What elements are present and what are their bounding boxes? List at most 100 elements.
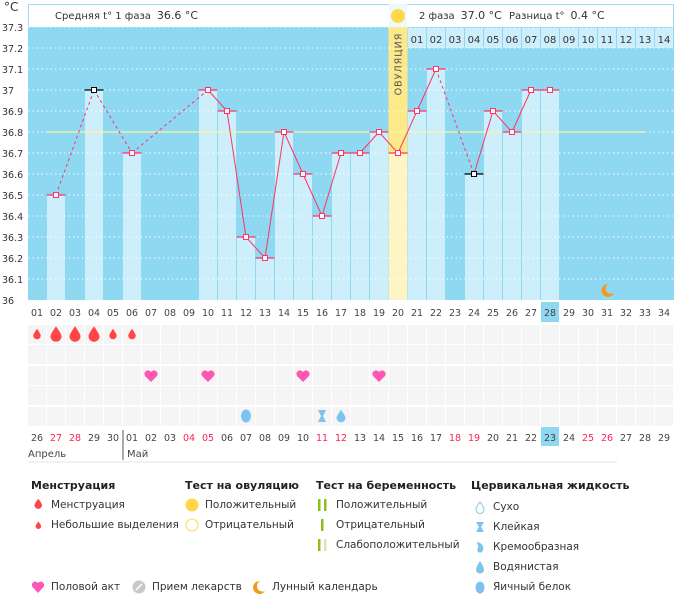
date-label: 10 xyxy=(297,433,309,444)
event-grid-cell xyxy=(484,407,502,426)
event-grid-cell xyxy=(332,325,350,344)
hourglass-icon xyxy=(473,520,487,534)
luteal-day-cell xyxy=(427,28,445,48)
legend-ovulation-test-title: Тест на овуляцию xyxy=(185,479,299,492)
temperature-line xyxy=(378,131,399,154)
event-grid-cell xyxy=(85,407,103,426)
event-grid-cell xyxy=(199,386,217,405)
cycle-day-label: 27 xyxy=(525,308,537,319)
legend-label: Положительный xyxy=(205,499,297,511)
temperature-point xyxy=(281,129,287,135)
legend-cervical-watery: Водянистая xyxy=(473,560,559,574)
y-tick-label: 36.4 xyxy=(2,212,23,223)
event-grid-cell xyxy=(294,386,312,405)
event-grid-cell xyxy=(522,345,540,364)
event-grid-cell xyxy=(104,386,122,405)
event-grid-cell xyxy=(484,366,502,385)
excluded-temperature-point xyxy=(471,171,477,177)
legend-label: Прием лекарств xyxy=(152,581,242,593)
temperature-point xyxy=(376,129,382,135)
event-grid-cell xyxy=(446,386,464,405)
event-grid-cell xyxy=(408,407,426,426)
luteal-day-cell xyxy=(655,28,673,48)
event-grid-cell xyxy=(484,386,502,405)
event-grid-cell xyxy=(636,386,654,405)
event-grid-cell xyxy=(275,366,293,385)
date-label: 19 xyxy=(468,433,480,444)
legend-label: Небольшие выделения xyxy=(51,519,179,531)
legend-label: Клейкая xyxy=(493,521,540,533)
date-label: 29 xyxy=(88,433,100,444)
event-grid-cell xyxy=(427,366,445,385)
event-grid-cell xyxy=(218,366,236,385)
event-grid-cell xyxy=(161,366,179,385)
event-grid-cell xyxy=(560,407,578,426)
luteal-day-label: 01 xyxy=(411,35,424,46)
y-tick-label: 36.9 xyxy=(2,107,23,118)
event-grid-cell xyxy=(579,407,597,426)
temperature-bar xyxy=(218,111,236,300)
event-grid-cell xyxy=(427,386,445,405)
legend-label: Отрицательный xyxy=(336,519,425,531)
watery-icon xyxy=(336,409,346,423)
event-grid-cell xyxy=(161,325,179,344)
cycle-day-label: 29 xyxy=(563,308,575,319)
heart-icon xyxy=(296,370,310,382)
temperature-difference: Разница t° 0.4 °C xyxy=(509,9,605,22)
date-label: 06 xyxy=(221,433,233,444)
cycle-day-label: 26 xyxy=(506,308,518,319)
cycle-day-label: 01 xyxy=(31,308,43,319)
temperature-point xyxy=(357,150,363,156)
event-grid-cell xyxy=(218,407,236,426)
temperature-bar xyxy=(256,258,274,300)
legend-label: Положительный xyxy=(336,499,428,511)
heart-icon xyxy=(201,370,215,382)
event-grid-cell xyxy=(598,345,616,364)
event-grid-cell xyxy=(522,366,540,385)
legend-pregnancy-test-title: Тест на беременность xyxy=(316,479,457,492)
phase1-label: Средняя t° 1 фаза xyxy=(55,11,151,22)
temperature-bar xyxy=(427,69,445,300)
luteal-day-label: 11 xyxy=(601,35,614,46)
diff-value: 0.4 °C xyxy=(570,9,605,22)
event-grid-cell xyxy=(256,386,274,405)
event-grid-cell xyxy=(389,325,407,344)
event-grid-cell xyxy=(617,325,635,344)
temperature-bar xyxy=(408,111,426,300)
event-grid-cell xyxy=(579,366,597,385)
date-label: 07 xyxy=(240,433,252,444)
luteal-day-label: 06 xyxy=(506,35,519,46)
event-grid-cell xyxy=(275,386,293,405)
event-grid-cell xyxy=(503,407,521,426)
heart-icon xyxy=(372,370,386,382)
event-grid-cell xyxy=(313,345,331,364)
event-grid-cell xyxy=(142,386,160,405)
moon-icon xyxy=(252,580,266,594)
date-label: 01 xyxy=(126,433,138,444)
egg-drop-icon xyxy=(473,580,487,594)
event-grid-cell xyxy=(503,366,521,385)
luteal-day-cell xyxy=(598,28,616,48)
cycle-day-label: 22 xyxy=(430,308,442,319)
temperature-bar xyxy=(123,153,141,300)
event-grid-cell xyxy=(256,407,274,426)
spotting-icon xyxy=(109,328,117,340)
event-grid-cell xyxy=(28,386,46,405)
luteal-day-label: 14 xyxy=(658,35,671,46)
event-grid-cell xyxy=(28,407,46,426)
event-grid-cell xyxy=(66,345,84,364)
cycle-day-label: 16 xyxy=(316,308,328,319)
event-grid-cell xyxy=(465,366,483,385)
event-grid-cell xyxy=(655,386,673,405)
cycle-day-label: 18 xyxy=(354,308,366,319)
date-label: 20 xyxy=(487,433,499,444)
phase2-average: 2 фаза 37.0 °C xyxy=(419,9,502,22)
event-grid-cell xyxy=(503,325,521,344)
event-grid-cell xyxy=(237,325,255,344)
date-label: 26 xyxy=(601,433,613,444)
temperature-point xyxy=(300,171,306,177)
legend-ovulation-positive: Положительный xyxy=(185,498,296,512)
event-grid-cell xyxy=(47,386,65,405)
event-grid-cell xyxy=(66,386,84,405)
temperature-line-gap xyxy=(435,68,475,175)
